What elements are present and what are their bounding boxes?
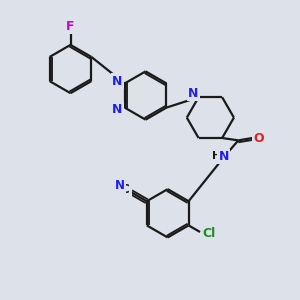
Text: N: N: [115, 179, 125, 192]
Text: H: H: [212, 151, 221, 161]
Text: N: N: [112, 75, 122, 88]
Text: N: N: [188, 87, 199, 100]
Text: F: F: [66, 20, 75, 33]
Text: C: C: [122, 184, 131, 197]
Text: N: N: [112, 103, 122, 116]
Text: N: N: [218, 150, 229, 163]
Text: N: N: [121, 180, 130, 193]
Text: Cl: Cl: [202, 227, 215, 240]
Text: O: O: [253, 131, 264, 145]
Text: C: C: [120, 183, 129, 196]
